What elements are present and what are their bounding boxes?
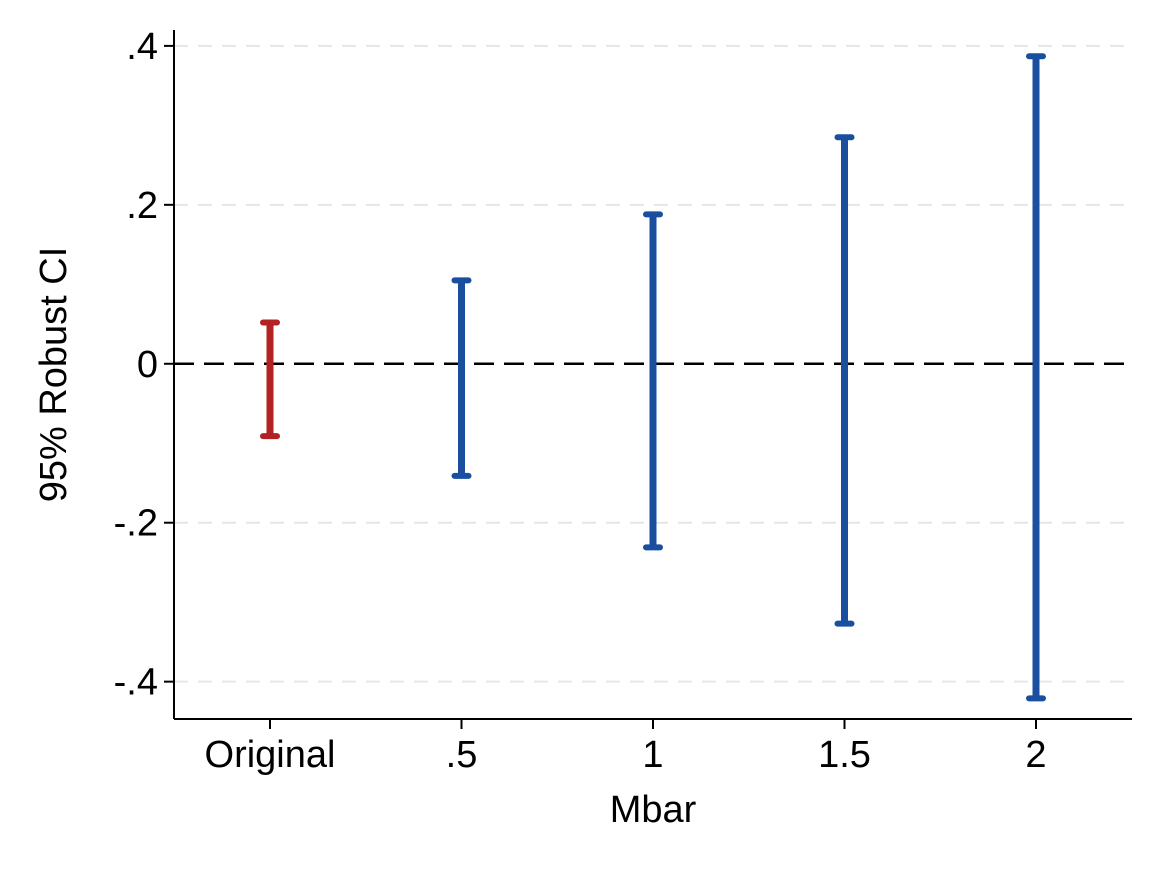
ci-bar (451, 277, 472, 479)
grid-lines (174, 44, 1132, 683)
ci-bar (260, 319, 280, 440)
y-tick-label: 0 (137, 344, 158, 386)
y-tick-label: .2 (126, 185, 158, 227)
x-tick-label: 1 (642, 734, 663, 776)
y-tick-label: -.2 (114, 503, 158, 545)
ci-bar (1026, 53, 1046, 702)
x-tick-label: 2 (1025, 734, 1046, 776)
x-tick-label: 1.5 (818, 734, 871, 776)
y-axis-title: 95% Robust CI (33, 247, 75, 503)
x-tick-label: Original (205, 734, 336, 776)
x-tick-label: .5 (446, 734, 478, 776)
y-tick-label: -.4 (114, 662, 158, 704)
ci-bar (834, 134, 855, 627)
confidence-intervals (260, 53, 1046, 702)
y-ticks: .4 .2 0 -.2 -.4 (114, 26, 174, 704)
y-tick-label: .4 (126, 26, 158, 68)
ci-bar (643, 211, 663, 551)
x-ticks: Original .5 1 1.5 2 (205, 719, 1047, 776)
x-axis-title: Mbar (610, 789, 697, 831)
